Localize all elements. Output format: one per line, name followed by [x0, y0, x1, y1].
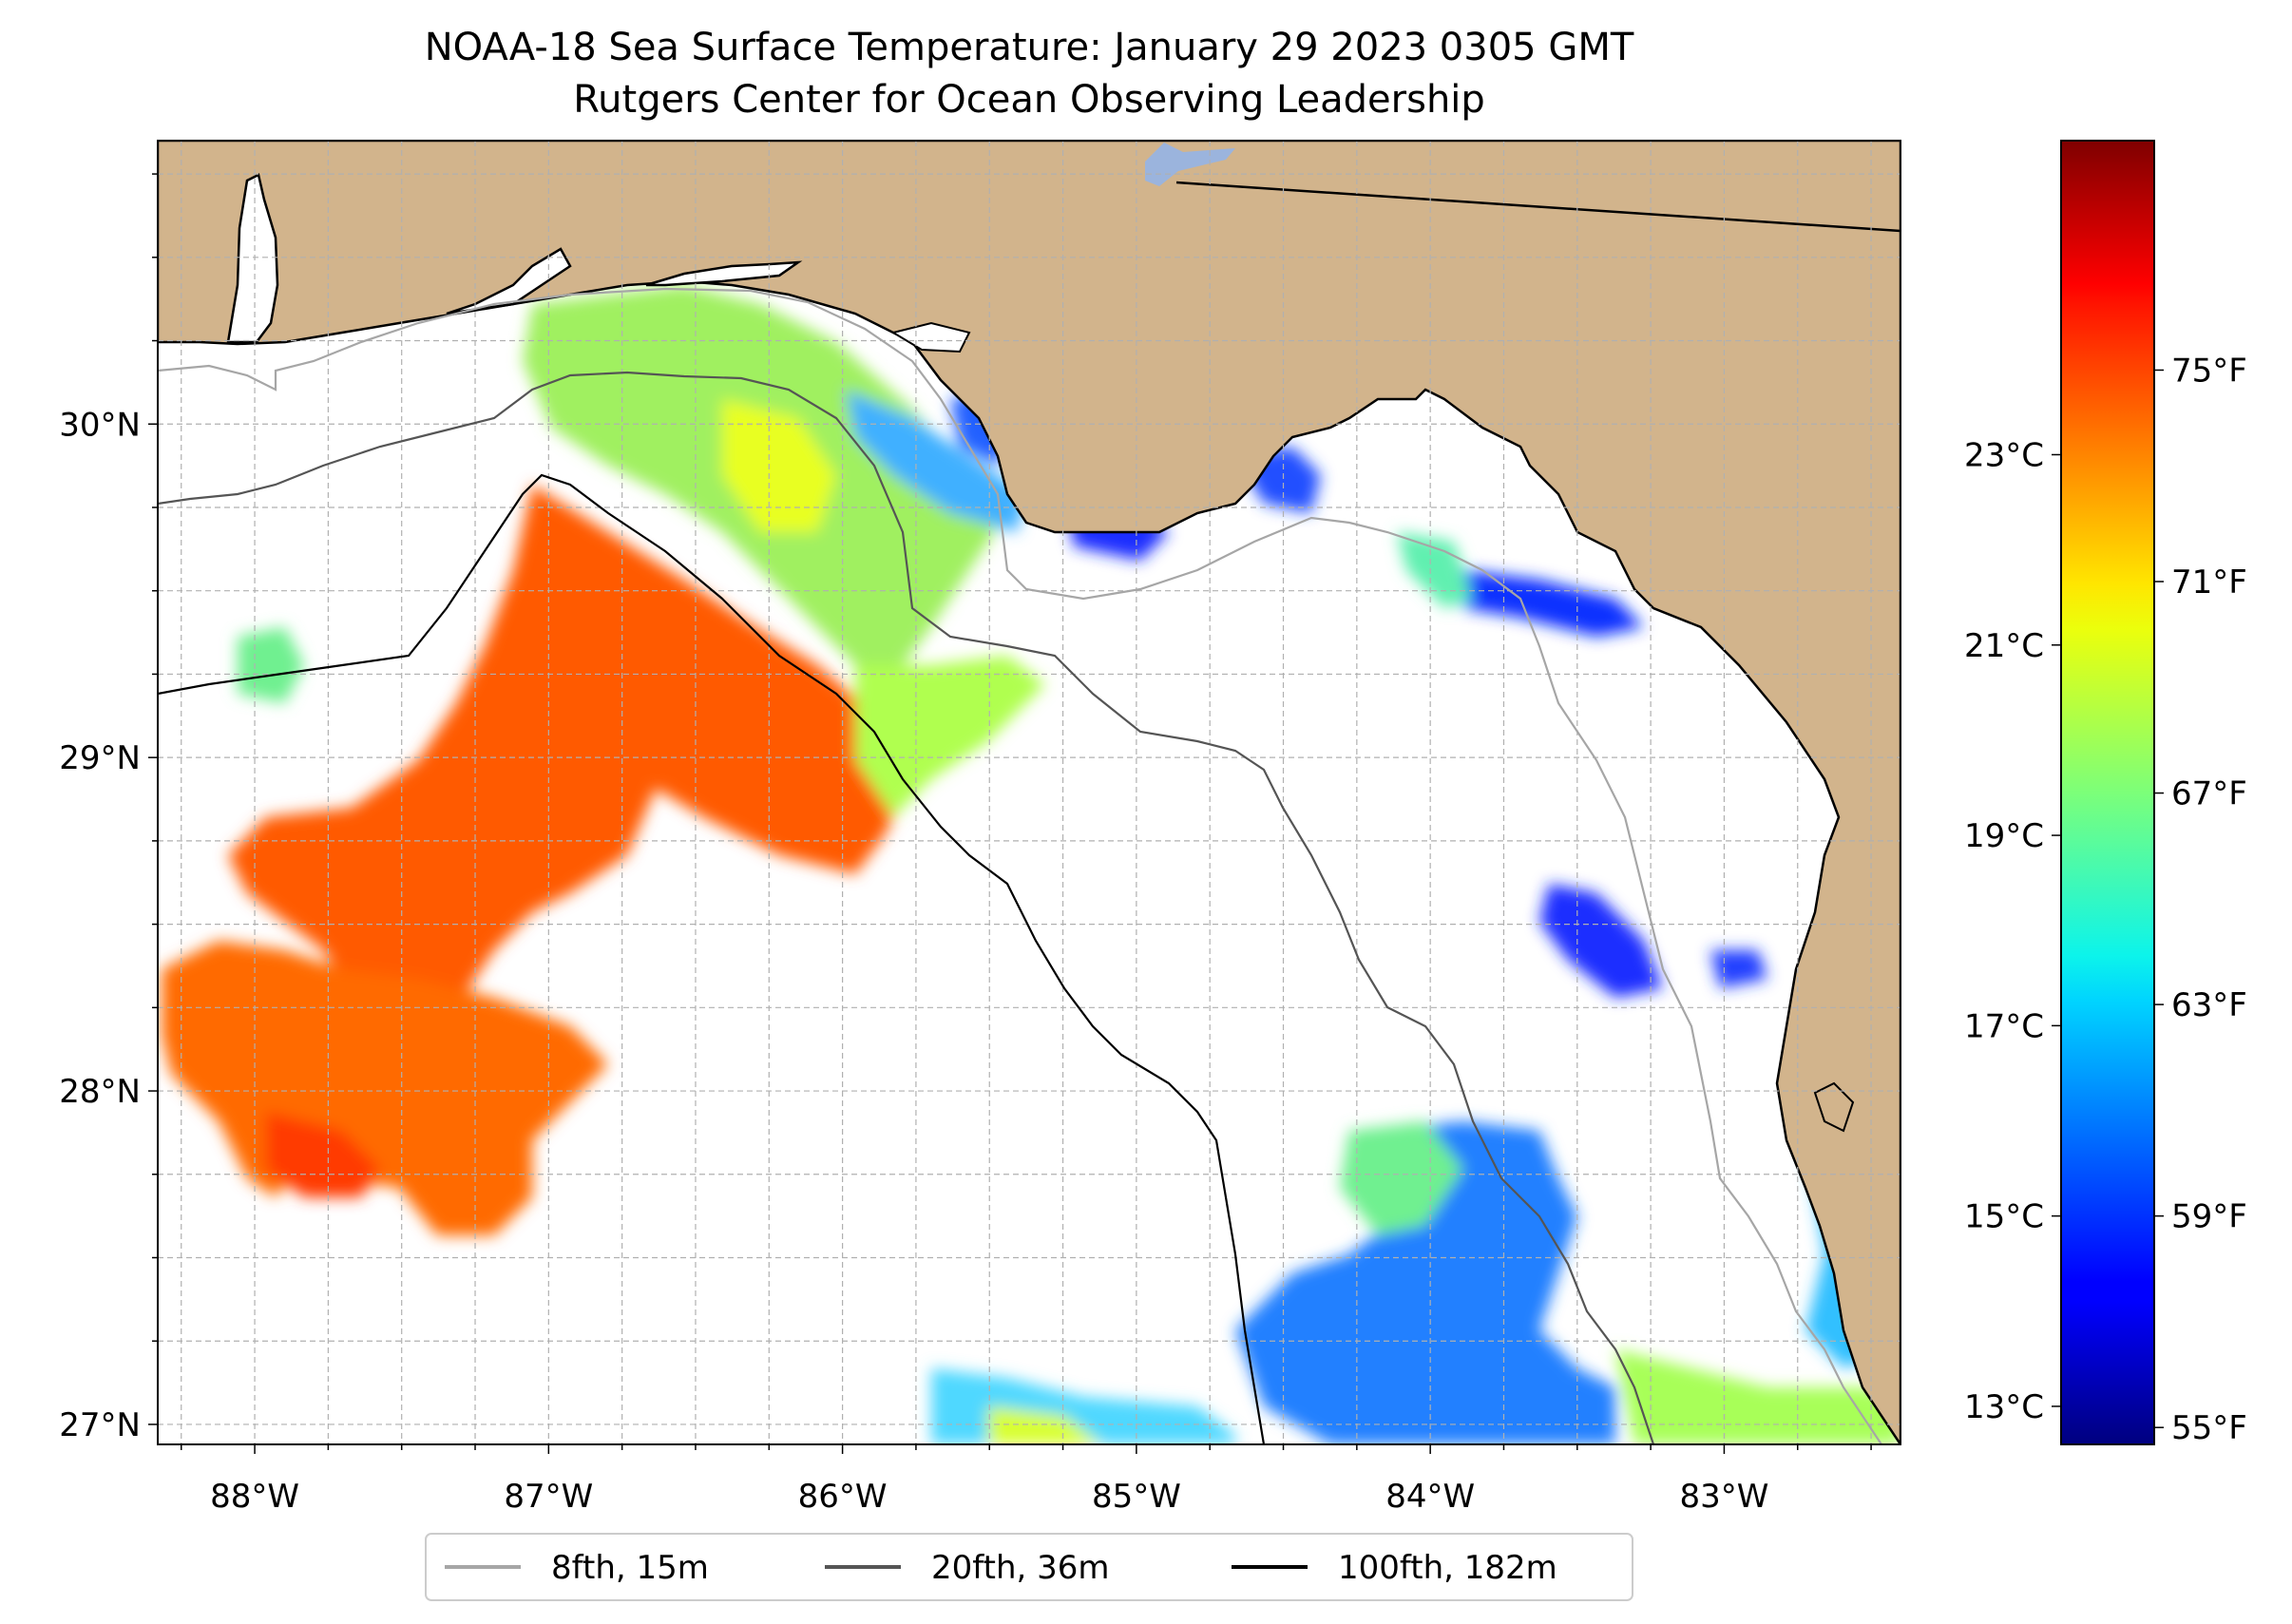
- colorbar-c-label: 17°C: [1964, 1007, 2044, 1045]
- longitude-tick-labels: 88°W 87°W 86°W 85°W 84°W 83°W: [210, 1478, 1768, 1516]
- legend-label: 20fth, 36m: [931, 1549, 1110, 1587]
- title-line-1: NOAA-18 Sea Surface Temperature: January…: [425, 26, 1634, 69]
- lon-tick-label: 88°W: [210, 1478, 299, 1516]
- lon-tick-label: 83°W: [1679, 1478, 1768, 1516]
- colorbar-f-label: 75°F: [2171, 352, 2247, 390]
- sst-region-west-warm-plume: [228, 485, 912, 1026]
- lake-seminole: [1145, 143, 1235, 186]
- sst-region-shelf-yellow: [722, 399, 836, 532]
- sst-region-northern-shelf-blue: [846, 390, 1026, 532]
- legend-box: [425, 1533, 1633, 1601]
- state-boundary-line: [1175, 181, 1900, 233]
- land-bay-inlet-2: [446, 247, 572, 315]
- lon-tick-label: 86°W: [798, 1478, 888, 1516]
- sst-region-southwest-warm-2: [266, 1112, 380, 1197]
- colorbar-c-label: 21°C: [1964, 627, 2044, 665]
- colorbar-f-label: 67°F: [2171, 775, 2247, 813]
- colorbar-gradient: [2060, 140, 2155, 1445]
- land-north: [158, 141, 1900, 1444]
- sst-region-west-florida-green: [1397, 532, 1473, 608]
- colorbar-c-label: 15°C: [1964, 1198, 2044, 1236]
- lat-tick-label: 27°N: [59, 1406, 141, 1444]
- sst-region-south-shelf: [1615, 1349, 1900, 1444]
- legend-entries: 8fth, 15m 20fth, 36m 100fth, 182m: [445, 1549, 1557, 1587]
- lon-tick-label: 85°W: [1092, 1478, 1181, 1516]
- sst-region-mid-green: [855, 656, 1045, 817]
- isobath-100fth-182m: [158, 473, 1266, 1444]
- land-cedar-key-islands: [1813, 1081, 1855, 1133]
- colorbar-c-label: 23°C: [1964, 436, 2044, 474]
- colorbar-f-label: 55°F: [2171, 1409, 2247, 1447]
- colorbar-f-label: 71°F: [2171, 564, 2247, 602]
- sst-region-big-bend-cold: [1463, 570, 1644, 637]
- sst-region-southeast-mixed: [1235, 1121, 1615, 1444]
- legend-label: 8fth, 15m: [551, 1549, 709, 1587]
- colorbar: 13°C 15°C 17°C 19°C 21°C 23°C 55°F 59°F 63°F 67°…: [1964, 140, 2247, 1447]
- latitude-tick-labels: 27°N 28°N 29°N 30°N: [59, 406, 141, 1444]
- lat-tick-label: 30°N: [59, 406, 141, 444]
- colorbar-c-label: 19°C: [1964, 817, 2044, 855]
- sst-region-southeast-green: [1340, 1121, 1463, 1235]
- lat-tick-label: 29°N: [59, 739, 141, 777]
- map-frame: [157, 140, 1901, 1445]
- legend: 8fth, 15m 20fth, 36m 100fth, 182m: [425, 1533, 1633, 1601]
- colorbar-f-label: 63°F: [2171, 986, 2247, 1024]
- title-line-2: Rutgers Center for Ocean Observing Leade…: [573, 78, 1485, 122]
- lat-tick-label: 28°N: [59, 1073, 141, 1111]
- isobath-20fth-36m: [158, 371, 1655, 1444]
- legend-label: 100fth, 182m: [1338, 1549, 1557, 1587]
- land-west-bay-inlet: [226, 173, 279, 344]
- outer-tick-marks: [148, 173, 1872, 1454]
- graticule-grid: [158, 141, 1900, 1444]
- land-bay-inlet-3: [645, 260, 803, 287]
- lon-tick-label: 87°W: [504, 1478, 593, 1516]
- colorbar-celsius-ticks: 13°C 15°C 17°C 19°C 21°C 23°C: [1964, 436, 2061, 1426]
- sst-region-south-west-patch-yellow: [988, 1406, 1102, 1444]
- map-panel: [158, 141, 1900, 1444]
- colorbar-c-label: 13°C: [1964, 1388, 2044, 1426]
- sst-region-cedar-key-cold: [1539, 884, 1663, 998]
- lon-tick-label: 84°W: [1385, 1478, 1475, 1516]
- colorbar-f-label: 59°F: [2171, 1198, 2247, 1236]
- isobath-8fth-15m: [158, 287, 1882, 1444]
- land-bay-inlet-4: [890, 321, 971, 353]
- colorbar-fahrenheit-ticks: 55°F 59°F 63°F 67°F 71°F 75°F: [2154, 352, 2247, 1447]
